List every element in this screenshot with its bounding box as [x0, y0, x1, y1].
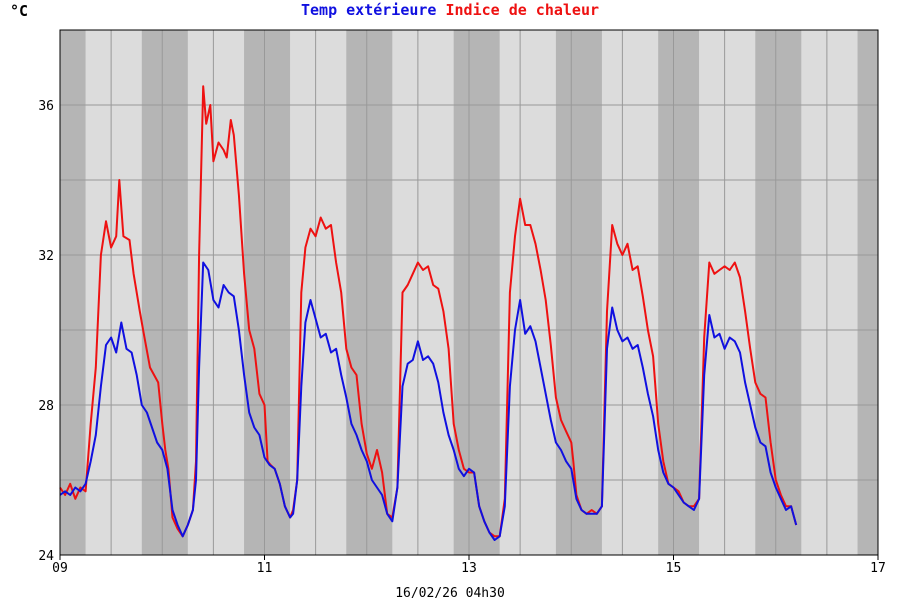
legend-entry-0: Temp extérieure	[301, 1, 436, 19]
x-tick-label: 09	[52, 561, 68, 576]
x-axis-ticks: 09 11 13 15 17	[52, 555, 886, 576]
series-line-0	[59, 85, 798, 538]
x-tick-label: 11	[257, 561, 273, 576]
series-line-1	[59, 261, 798, 541]
y-unit-label: °C	[10, 2, 28, 20]
y-tick-label: 28	[38, 399, 54, 414]
night-band-0	[60, 30, 86, 555]
x-tick-label: 13	[461, 561, 477, 576]
night-band-3	[346, 30, 393, 555]
chart-footer-timestamp: 16/02/26 04h30	[395, 586, 505, 600]
night-band-4	[453, 30, 500, 555]
night-band-5	[555, 30, 602, 555]
chart-series	[59, 85, 798, 541]
y-tick-label: 24	[38, 549, 54, 564]
y-tick-label: 32	[38, 249, 54, 264]
y-axis-ticks: 24 28 32 36	[38, 99, 54, 564]
x-tick-label: 17	[870, 561, 886, 576]
legend-entry-1: Indice de chaleur	[436, 1, 599, 19]
night-band-2	[244, 30, 291, 555]
y-tick-label: 36	[38, 99, 54, 114]
night-band-1	[141, 30, 188, 555]
night-band-7	[755, 30, 802, 555]
x-tick-label: 15	[666, 561, 682, 576]
night-band-8	[857, 30, 878, 555]
chart-title: Temp extérieure Indice de chaleur	[301, 1, 599, 19]
